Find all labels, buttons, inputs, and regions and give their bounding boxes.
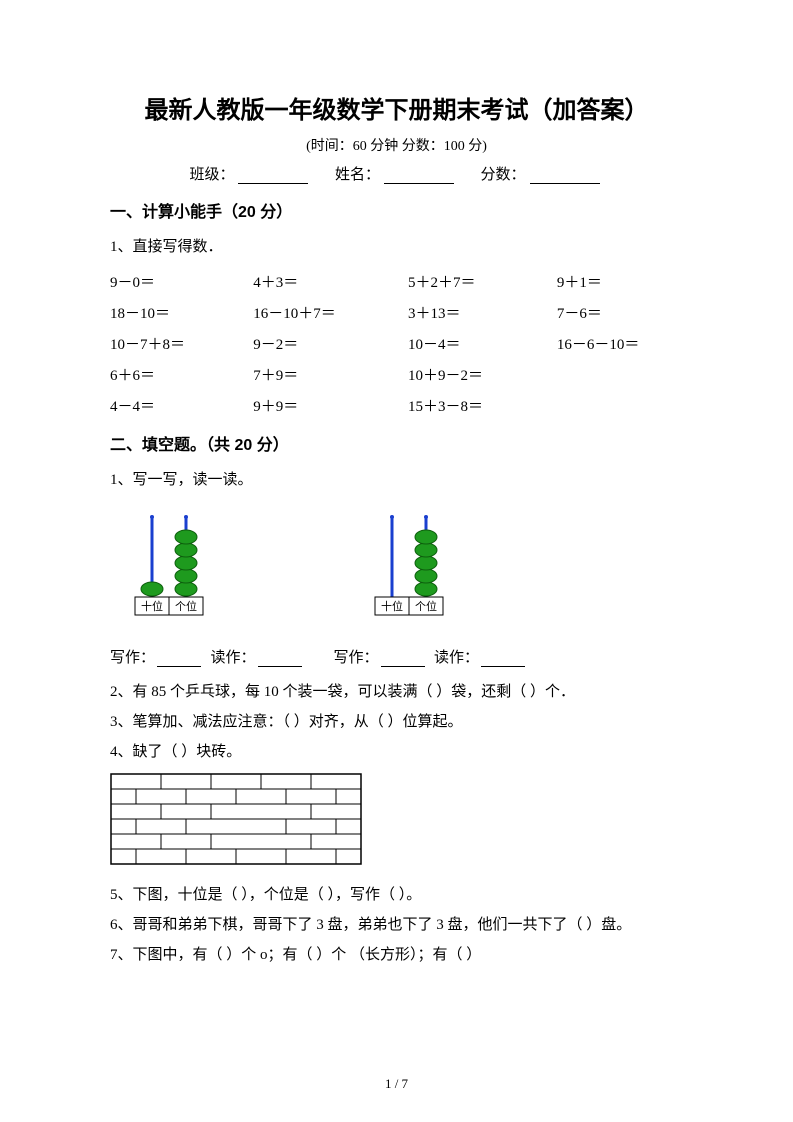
- calc-cell: 10－4＝: [408, 328, 557, 359]
- calc-table: 9－0＝4＋3＝5＋2＋7＝9＋1＝18－10＝16－10＋7＝3＋13＝7－6…: [110, 266, 683, 421]
- score-label: 分数：: [481, 167, 526, 183]
- calc-cell: 3＋13＝: [408, 297, 557, 328]
- class-label: 班级：: [189, 167, 234, 183]
- calc-row: 4－4＝9＋9＝15＋3－8＝: [110, 390, 683, 421]
- s2-q4: 4、缺了（ ）块砖。: [110, 737, 683, 767]
- write-blank-2[interactable]: [381, 652, 425, 667]
- calc-cell: 15＋3－8＝: [408, 390, 557, 421]
- calc-cell: 4＋3＝: [253, 266, 408, 297]
- class-blank[interactable]: [238, 167, 308, 184]
- read-label-1: 读作：: [211, 650, 256, 666]
- read-blank-2[interactable]: [481, 652, 525, 667]
- calc-cell: 9－0＝: [110, 266, 253, 297]
- abacus-1: 十位个位: [114, 513, 234, 628]
- page-number: 1 / 7: [0, 1076, 793, 1092]
- svg-text:十位: 十位: [381, 599, 403, 613]
- svg-text:十位: 十位: [141, 599, 163, 613]
- calc-row: 9－0＝4＋3＝5＋2＋7＝9＋1＝: [110, 266, 683, 297]
- abacus-2: 十位个位: [354, 513, 474, 628]
- calc-cell: 18－10＝: [110, 297, 253, 328]
- read-label-2: 读作：: [434, 650, 479, 666]
- s2-q7: 7、下图中，有（ ）个 o；有（ ）个 （长方形）；有（ ）: [110, 940, 683, 970]
- calc-cell: 10＋9－2＝: [408, 359, 557, 390]
- brick-wall: [110, 773, 683, 870]
- student-info-line: 班级： 姓名： 分数：: [110, 163, 683, 184]
- calc-cell: 9＋9＝: [253, 390, 408, 421]
- name-label: 姓名：: [335, 167, 380, 183]
- calc-cell: [557, 359, 683, 390]
- calc-cell: 4－4＝: [110, 390, 253, 421]
- svg-text:个位: 个位: [175, 599, 197, 613]
- calc-cell: [557, 390, 683, 421]
- calc-row: 18－10＝16－10＋7＝3＋13＝7－6＝: [110, 297, 683, 328]
- calc-cell: 6＋6＝: [110, 359, 253, 390]
- s2-q6: 6、哥哥和弟弟下棋，哥哥下了 3 盘，弟弟也下了 3 盘，他们一共下了（ ）盘。: [110, 910, 683, 940]
- doc-title: 最新人教版一年级数学下册期末考试（加答案）: [110, 90, 683, 125]
- doc-subtitle: (时间：60 分钟 分数：100 分): [110, 135, 683, 155]
- score-blank[interactable]: [530, 167, 600, 184]
- svg-text:个位: 个位: [415, 599, 437, 613]
- page: 最新人教版一年级数学下册期末考试（加答案） (时间：60 分钟 分数：100 分…: [0, 0, 793, 1122]
- abacus-row: 十位个位 十位个位: [114, 513, 683, 628]
- section1-title: 一、计算小能手（20 分）: [110, 198, 683, 222]
- calc-cell: 9＋1＝: [557, 266, 683, 297]
- calc-cell: 16－6－10＝: [557, 328, 683, 359]
- calc-row: 10－7＋8＝9－2＝10－4＝16－6－10＝: [110, 328, 683, 359]
- calc-row: 6＋6＝7＋9＝10＋9－2＝: [110, 359, 683, 390]
- s2-q5: 5、下图，十位是（ ），个位是（ ），写作（ ）。: [110, 880, 683, 910]
- section2-title: 二、填空题。（共 20 分）: [110, 431, 683, 455]
- write-blank-1[interactable]: [157, 652, 201, 667]
- read-blank-1[interactable]: [258, 652, 302, 667]
- s2-q1: 1、写一写，读一读。: [110, 465, 683, 495]
- calc-cell: 5＋2＋7＝: [408, 266, 557, 297]
- s2-q3: 3、笔算加、减法应注意：（ ）对齐，从（ ）位算起。: [110, 707, 683, 737]
- write-label-1: 写作：: [110, 650, 155, 666]
- calc-cell: 10－7＋8＝: [110, 328, 253, 359]
- calc-cell: 7＋9＝: [253, 359, 408, 390]
- name-blank[interactable]: [384, 167, 454, 184]
- s2-q2: 2、有 85 个乒乓球，每 10 个装一袋，可以装满（ ）袋，还剩（ ）个．: [110, 677, 683, 707]
- calc-cell: 9－2＝: [253, 328, 408, 359]
- calc-cell: 16－10＋7＝: [253, 297, 408, 328]
- calc-cell: 7－6＝: [557, 297, 683, 328]
- write-read-row: 写作： 读作： 写作： 读作：: [110, 646, 683, 667]
- write-label-2: 写作：: [334, 650, 379, 666]
- s1-q1-label: 1、直接写得数．: [110, 232, 683, 262]
